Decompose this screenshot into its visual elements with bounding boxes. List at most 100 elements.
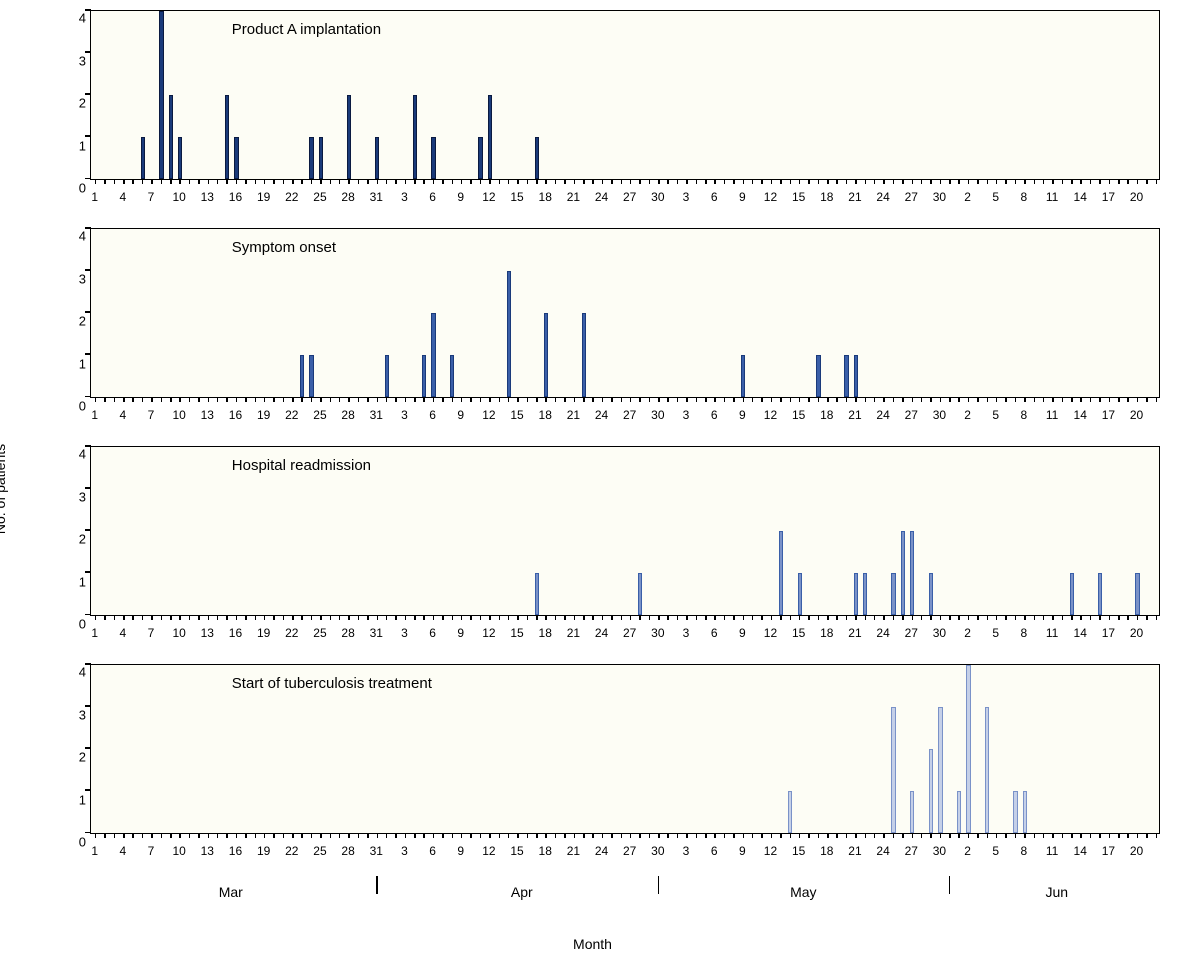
x-tick bbox=[949, 179, 951, 184]
x-tick-label: 14 bbox=[1074, 844, 1087, 858]
x-tick-label: 21 bbox=[567, 626, 580, 640]
x-tick bbox=[658, 397, 660, 402]
x-tick bbox=[761, 615, 763, 620]
x-tick bbox=[987, 397, 989, 402]
x-tick bbox=[330, 179, 332, 184]
x-tick bbox=[836, 397, 838, 402]
x-tick bbox=[1071, 833, 1073, 838]
x-tick bbox=[470, 179, 472, 184]
x-tick bbox=[499, 179, 501, 184]
bar bbox=[450, 355, 454, 397]
x-tick-label: 24 bbox=[876, 626, 889, 640]
x-tick bbox=[574, 615, 576, 620]
x-tick bbox=[855, 179, 857, 184]
x-tick bbox=[189, 397, 191, 402]
x-tick bbox=[151, 179, 153, 184]
x-tick bbox=[433, 615, 435, 620]
x-tick bbox=[630, 397, 632, 402]
y-tick bbox=[85, 9, 91, 11]
x-tick bbox=[161, 179, 163, 184]
x-tick bbox=[377, 833, 379, 838]
x-tick bbox=[367, 179, 369, 184]
bar bbox=[1098, 573, 1102, 615]
x-tick-label: 13 bbox=[201, 626, 214, 640]
x-tick bbox=[630, 833, 632, 838]
x-tick bbox=[1146, 833, 1148, 838]
x-tick bbox=[236, 615, 238, 620]
x-tick bbox=[1024, 179, 1026, 184]
x-tick bbox=[790, 833, 792, 838]
x-tick-label: 27 bbox=[623, 190, 636, 204]
bar bbox=[638, 573, 642, 615]
x-tick bbox=[1052, 397, 1054, 402]
x-tick-label: 30 bbox=[933, 844, 946, 858]
bar bbox=[544, 313, 548, 397]
x-tick bbox=[527, 833, 529, 838]
x-tick bbox=[414, 833, 416, 838]
x-tick-label: 13 bbox=[201, 844, 214, 858]
x-tick bbox=[395, 615, 397, 620]
x-tick-label: 4 bbox=[120, 844, 127, 858]
x-tick-label: 19 bbox=[257, 190, 270, 204]
x-tick bbox=[198, 397, 200, 402]
panel-title: Hospital readmission bbox=[232, 457, 371, 474]
x-tick bbox=[461, 615, 463, 620]
x-tick bbox=[846, 615, 848, 620]
x-tick bbox=[1090, 833, 1092, 838]
x-tick bbox=[987, 833, 989, 838]
x-tick bbox=[940, 397, 942, 402]
x-tick-label: 20 bbox=[1130, 408, 1143, 422]
x-tick bbox=[132, 179, 134, 184]
x-tick bbox=[902, 397, 904, 402]
x-tick-label: 19 bbox=[257, 844, 270, 858]
chart-panel: 01234Start of tuberculosis treatment1471… bbox=[60, 664, 1160, 834]
x-tick-label: 9 bbox=[739, 626, 746, 640]
x-tick bbox=[1156, 833, 1158, 838]
x-tick bbox=[283, 615, 285, 620]
x-tick bbox=[940, 179, 942, 184]
x-tick bbox=[855, 397, 857, 402]
x-tick-label: 14 bbox=[1074, 408, 1087, 422]
x-tick bbox=[1062, 615, 1064, 620]
bar bbox=[1135, 573, 1139, 615]
x-tick bbox=[95, 833, 97, 838]
x-tick bbox=[1109, 833, 1111, 838]
month-label: May bbox=[790, 884, 816, 900]
x-tick bbox=[958, 397, 960, 402]
x-tick bbox=[836, 615, 838, 620]
x-tick bbox=[433, 397, 435, 402]
x-tick bbox=[508, 615, 510, 620]
x-tick bbox=[883, 615, 885, 620]
x-tick-label: 8 bbox=[1021, 408, 1028, 422]
x-tick bbox=[330, 397, 332, 402]
x-tick bbox=[780, 179, 782, 184]
x-tick bbox=[771, 615, 773, 620]
x-tick-label: 3 bbox=[401, 408, 408, 422]
x-tick bbox=[377, 397, 379, 402]
x-tick bbox=[442, 179, 444, 184]
x-tick bbox=[930, 833, 932, 838]
bar bbox=[1023, 791, 1027, 833]
x-tick bbox=[780, 397, 782, 402]
x-tick-label: 11 bbox=[1046, 408, 1058, 422]
x-tick-label: 27 bbox=[905, 844, 918, 858]
x-tick-label: 24 bbox=[595, 844, 608, 858]
x-tick bbox=[996, 179, 998, 184]
x-tick bbox=[301, 833, 303, 838]
y-tick-label: 3 bbox=[79, 53, 86, 68]
x-tick-label: 16 bbox=[229, 190, 242, 204]
x-tick bbox=[461, 179, 463, 184]
x-tick bbox=[780, 615, 782, 620]
x-tick bbox=[245, 179, 247, 184]
x-tick bbox=[555, 615, 557, 620]
bar bbox=[225, 95, 229, 179]
x-tick bbox=[667, 615, 669, 620]
x-tick bbox=[724, 833, 726, 838]
epidemic-curve-figure: No. of patients 01234Product A implantat… bbox=[10, 10, 1175, 952]
x-tick bbox=[564, 179, 566, 184]
x-tick bbox=[320, 615, 322, 620]
x-tick bbox=[958, 833, 960, 838]
x-tick bbox=[489, 179, 491, 184]
y-tick bbox=[85, 178, 91, 180]
x-tick-label: 31 bbox=[370, 408, 383, 422]
